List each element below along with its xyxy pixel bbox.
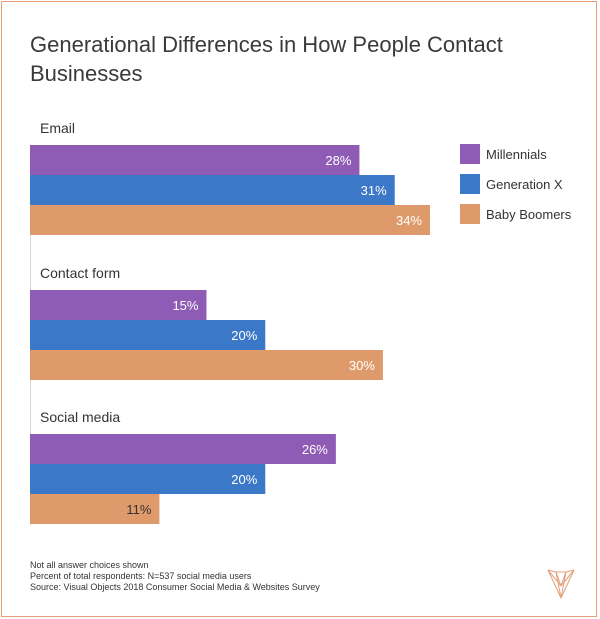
footer-source: Source: Visual Objects 2018 Consumer Soc… bbox=[30, 582, 320, 592]
bar-generation-x bbox=[30, 320, 266, 350]
bar-millennials bbox=[30, 145, 360, 175]
bar-value-label: 20% bbox=[231, 472, 257, 487]
bar-baby-boomers bbox=[30, 205, 430, 235]
bar-generation-x bbox=[30, 464, 266, 494]
bar-baby-boomers bbox=[30, 494, 160, 524]
chart-footer: Not all answer choices shown Percent of … bbox=[30, 560, 320, 593]
legend-label: Millennials bbox=[486, 147, 547, 162]
bar-generation-x bbox=[30, 175, 395, 205]
bar-value-label: 34% bbox=[396, 213, 422, 228]
legend-swatch bbox=[460, 144, 480, 164]
bar-value-label: 28% bbox=[325, 153, 351, 168]
category-label: Social media bbox=[40, 409, 120, 425]
bar-millennials bbox=[30, 290, 207, 320]
legend-label: Baby Boomers bbox=[486, 207, 572, 222]
chart-title: Generational Differences in How People C… bbox=[30, 32, 503, 86]
bar-value-label: 11% bbox=[126, 502, 151, 517]
category-label: Email bbox=[40, 120, 75, 136]
footer-note-respondents: Percent of total respondents: N=537 soci… bbox=[30, 571, 252, 581]
footer-note-choices: Not all answer choices shown bbox=[30, 560, 149, 570]
visual-objects-logo-icon bbox=[547, 569, 575, 599]
bar-value-label: 30% bbox=[349, 358, 375, 373]
bar-millennials bbox=[30, 434, 336, 464]
bar-value-label: 15% bbox=[172, 298, 198, 313]
legend-swatch bbox=[460, 204, 480, 224]
legend-swatch bbox=[460, 174, 480, 194]
bar-value-label: 20% bbox=[231, 328, 257, 343]
bar-value-label: 26% bbox=[302, 442, 328, 457]
legend-label: Generation X bbox=[486, 177, 563, 192]
bar-baby-boomers bbox=[30, 350, 383, 380]
category-label: Contact form bbox=[40, 265, 120, 281]
bar-value-label: 31% bbox=[361, 183, 387, 198]
